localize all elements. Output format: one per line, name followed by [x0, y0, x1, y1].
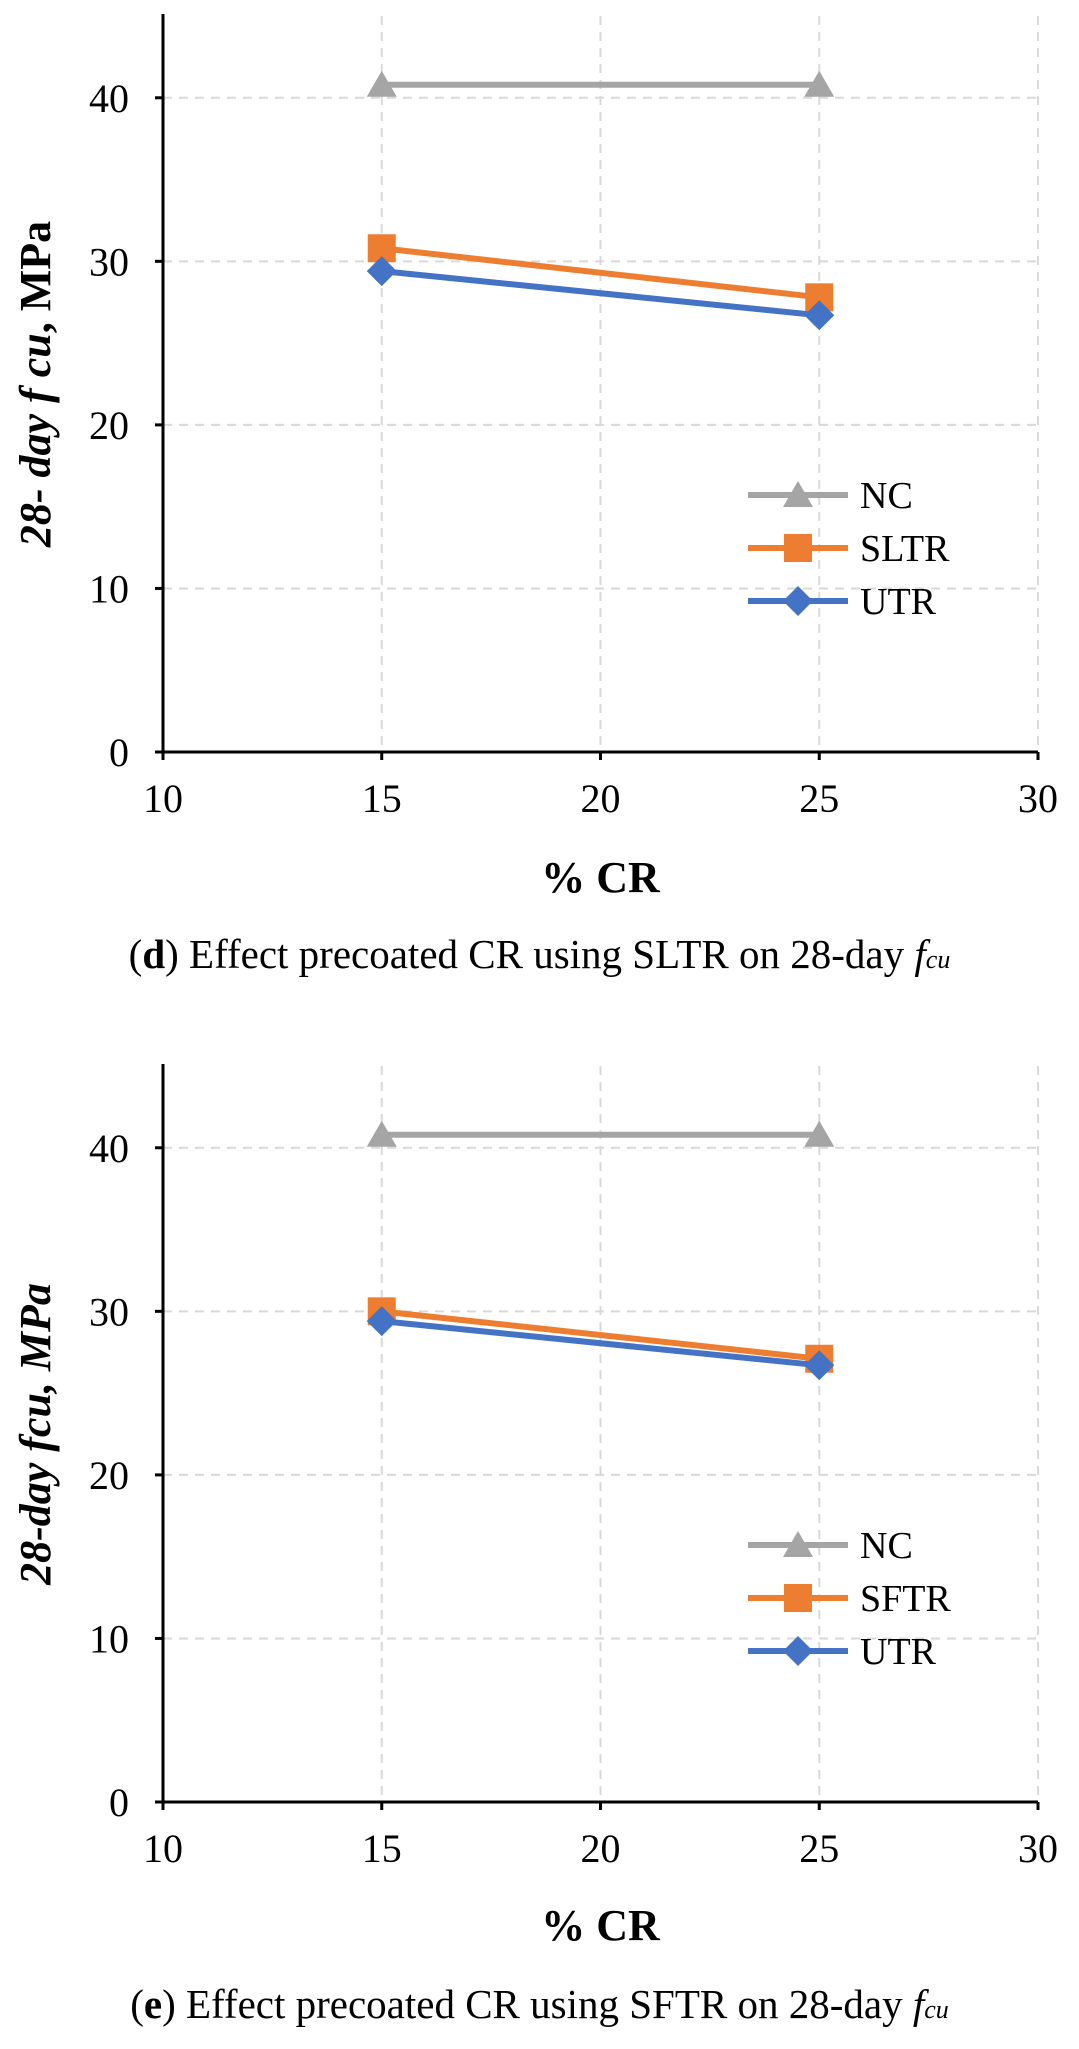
chart-e-svg: 10 15 20 25 30 0 10 20 30 40 % CR 28-day fcu, MPa NC…	[11, 1064, 1058, 1950]
chart-e-y-axis-title-symbol: fcu	[11, 1393, 60, 1452]
chart-d-y-tick-label-30: 30	[89, 239, 129, 284]
chart-e-series-nc-point-25	[804, 1120, 835, 1147]
chart-d-legend-utr-marker	[783, 586, 813, 616]
chart-e-y-tick-label-40: 40	[89, 1126, 129, 1171]
chart-d-series-nc-point-25	[804, 70, 835, 97]
chart-d-legend-nc-marker	[783, 481, 813, 507]
caption-e-label: e	[143, 1981, 163, 2027]
chart-e-legend-nc-label: NC	[860, 1525, 913, 1567]
caption-d-label: d	[142, 931, 166, 977]
chart-e-y-tick-label-20: 20	[89, 1453, 129, 1498]
chart-d-legend-nc-label: NC	[860, 475, 913, 517]
chart-e-legend-sftr-label: SFTR	[860, 1578, 951, 1620]
chart-e-x-tick-label-30: 30	[1018, 1826, 1058, 1871]
chart-d-y-axis-title: 28- day f cu, MPa	[11, 221, 60, 548]
chart-d-legend-utr-label: UTR	[860, 581, 937, 623]
chart-panel-e: 10 15 20 25 30 0 10 20 30 40% CR 28-day fcu, MPa NC…	[0, 1040, 1079, 2049]
chart-e-x-tick-label-10: 10	[143, 1826, 183, 1871]
chart-e-x-tick-label-25: 25	[799, 1826, 839, 1871]
chart-e-y-tick-label-30: 30	[89, 1289, 129, 1334]
caption-e-symbol: f	[912, 1981, 925, 2027]
chart-d-series-sltr-line	[381, 245, 820, 301]
chart-e-series-utr-point-15	[366, 1306, 397, 1337]
chart-e-x-tick-label-15: 15	[362, 1826, 402, 1871]
chart-e-legend-utr-marker	[783, 1636, 813, 1666]
chart-d-series-nc-point-15	[366, 70, 397, 97]
chart-d-series-utr-point-25	[804, 300, 835, 331]
chart-d-x-tick-label-30: 30	[1018, 776, 1058, 821]
caption-d: (d) Effect precoated CR using SLTR on 28…	[128, 931, 951, 977]
chart-panel-d: 10 15 20 25 30 0 10 20 30 40% CR 28- day f cu, MPa…	[11, 14, 1058, 977]
caption-e-subscript: cu	[924, 1995, 949, 2024]
chart-e-y-tick-label-0: 0	[109, 1780, 129, 1825]
chart-e-x-axis-title: % CR	[541, 1901, 661, 1950]
chart-e-series-utr-line	[381, 1318, 820, 1369]
caption-d-symbol: f	[914, 931, 926, 977]
caption-d-text: Effect precoated CR using SLTR on 28-day	[189, 931, 915, 977]
chart-e-legend-nc-marker	[783, 1531, 813, 1557]
caption-e-text: Effect precoated CR using SFTR on 28-day	[185, 1981, 913, 2027]
chart-d-x-tick-label-10: 10	[143, 776, 183, 821]
chart-d-legend-sltr-label: SLTR	[860, 528, 950, 570]
chart-d-y-axis-title-prefix: 28- day	[11, 403, 60, 548]
chart-d-x-axis-title: % CR	[541, 853, 661, 902]
chart-e-y-axis-title-suffix: , MPa	[11, 1283, 60, 1394]
chart-d-y-axis-title-symbol: f cu	[11, 333, 60, 403]
chart-d-y-axis-title-suffix: , MPa	[11, 221, 60, 333]
chart-d-y-tick-label-0: 0	[109, 730, 129, 775]
caption-d-subscript: cu	[925, 945, 951, 974]
chart-e-x-tick-label-20: 20	[581, 1826, 621, 1871]
chart-d-y-tick-label-40: 40	[89, 76, 129, 121]
chart-e-y-axis-title-prefix: 28-day	[11, 1452, 60, 1586]
chart-d-x-tick-label-20: 20	[581, 776, 621, 821]
chart-e-series-utr-point-25	[804, 1350, 835, 1381]
chart-e-legend-utr-label: UTR	[860, 1631, 937, 1673]
chart-d-y-tick-label-10: 10	[89, 566, 129, 611]
chart-d-svg: 10 15 20 25 30 0 10 20 30 40 % CR 28- day f cu, MPa…	[11, 14, 1058, 902]
chart-e-y-axis-title: 28-day fcu, MPa	[11, 1283, 60, 1586]
chart-e-y-tick-label-10: 10	[89, 1616, 129, 1661]
chart-d-legend-sltr-marker	[784, 534, 812, 562]
chart-d-series-utr-point-15	[366, 256, 397, 287]
chart-d-x-tick-label-25: 25	[799, 776, 839, 821]
chart-e-legend-sftr-marker	[784, 1584, 812, 1612]
caption-e: (e) Effect precoated CR using SFTR on 28…	[130, 1981, 949, 2027]
chart-e-series-nc-point-15	[366, 1120, 397, 1147]
chart-d-series-utr-line	[381, 268, 820, 319]
chart-e-series-sftr-line	[381, 1308, 820, 1362]
chart-d-y-tick-label-20: 20	[89, 403, 129, 448]
chart-d-x-tick-label-15: 15	[362, 776, 402, 821]
